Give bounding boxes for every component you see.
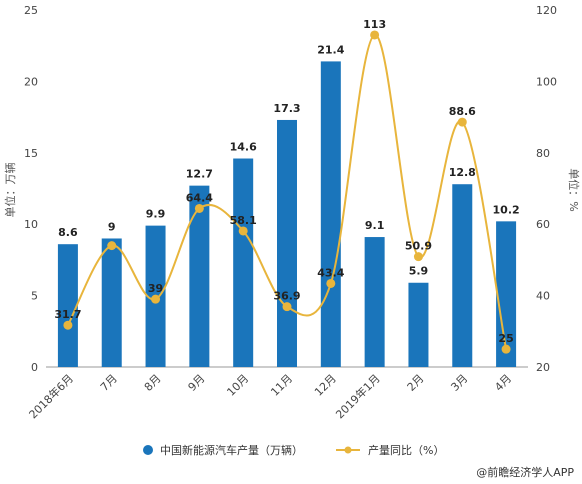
x-tick-10: 4月 (492, 372, 514, 394)
line-label-0: 31.7 (54, 308, 81, 321)
left-tick-15: 15 (24, 147, 38, 160)
bar-8 (408, 282, 429, 367)
left-tick-5: 5 (31, 290, 38, 303)
bar-0 (57, 244, 78, 367)
left-axis-title: 单位：万辆 (3, 163, 17, 218)
legend-line-marker (344, 446, 352, 454)
bar-10 (496, 221, 517, 367)
line-label-4: 58.1 (230, 214, 257, 227)
line-label-5: 36.9 (273, 290, 300, 303)
bar-6 (320, 61, 341, 368)
bar-label-5: 17.3 (273, 102, 300, 115)
line-label-6: 43.4 (317, 266, 344, 279)
left-axis-ticks: 0 5 10 15 20 25 (24, 4, 38, 374)
x-tick-5: 11月 (268, 372, 295, 399)
line-marker-9 (457, 117, 467, 127)
right-tick-40: 40 (536, 290, 550, 303)
line-labels: 31.7 39 64.4 58.1 36.9 43.4 113 50.9 88.6 25 (54, 18, 513, 345)
x-tick-0: 2018年6月 (26, 371, 76, 421)
line-label-7: 113 (363, 18, 386, 31)
line-marker-10 (501, 344, 511, 354)
line-label-3: 64.4 (186, 191, 213, 204)
x-tick-7: 2019年1月 (333, 371, 383, 421)
right-tick-100: 100 (536, 75, 557, 88)
bar-label-6: 21.4 (317, 43, 344, 56)
line-label-10: 25 (498, 332, 513, 345)
left-tick-20: 20 (24, 75, 38, 88)
right-tick-60: 60 (536, 218, 550, 231)
x-tick-2: 8月 (142, 372, 164, 394)
legend-line-label: 产量同比（%） (368, 443, 444, 457)
right-tick-20: 20 (536, 361, 550, 374)
line-marker-3 (194, 203, 204, 213)
bar-3 (189, 185, 210, 367)
bar-label-8: 5.9 (409, 265, 429, 278)
bar-label-10: 10.2 (493, 203, 520, 216)
x-tick-8: 2月 (405, 372, 427, 394)
line-marker-6 (326, 278, 336, 288)
bar-labels: 8.6 9 9.9 12.7 14.6 17.3 21.4 9.1 5.9 12.8 10.2 (58, 43, 520, 277)
line-marker-2 (151, 294, 161, 304)
source-credit: @前瞻经济学人APP (476, 465, 574, 479)
line-label-9: 88.6 (449, 105, 476, 118)
line-label-2: 39 (148, 282, 163, 295)
bar-label-0: 8.6 (58, 226, 78, 239)
bar-label-7: 9.1 (365, 219, 385, 232)
right-tick-120: 120 (536, 4, 557, 17)
x-tick-1: 7月 (98, 372, 120, 394)
bar-1 (101, 238, 122, 367)
legend-bar-swatch (143, 445, 153, 455)
left-tick-25: 25 (24, 4, 38, 17)
right-axis-title: 单位：% (567, 168, 581, 211)
bar-7 (364, 237, 385, 367)
left-tick-0: 0 (31, 361, 38, 374)
bar-label-1: 9 (108, 220, 116, 233)
line-marker-8 (413, 252, 423, 262)
bars (57, 61, 517, 368)
line-marker-1 (107, 241, 117, 251)
left-tick-10: 10 (24, 218, 38, 231)
right-axis-ticks: 20 40 60 80 100 120 (536, 4, 557, 374)
bar-label-4: 14.6 (230, 141, 257, 154)
x-tick-9: 3月 (448, 372, 470, 394)
x-tick-6: 12月 (312, 372, 339, 399)
legend-bar-label: 中国新能源汽车产量（万辆） (160, 443, 303, 457)
line-marker-5 (282, 302, 292, 312)
line-label-8: 50.9 (405, 240, 432, 253)
x-tick-4: 10月 (224, 372, 251, 399)
bar-label-9: 12.8 (449, 166, 476, 179)
bar-label-3: 12.7 (186, 168, 213, 181)
bar-label-2: 9.9 (146, 208, 166, 221)
bar-4 (233, 158, 254, 367)
bar-5 (277, 119, 297, 368)
line-marker-7 (370, 30, 380, 40)
line-marker-0 (63, 320, 73, 330)
bar-9 (452, 184, 473, 367)
x-tick-3: 9月 (186, 372, 208, 394)
legend: 中国新能源汽车产量（万辆） 产量同比（%） (143, 443, 444, 457)
right-tick-80: 80 (536, 147, 550, 160)
line-marker-4 (238, 226, 248, 236)
line-markers (63, 30, 511, 354)
